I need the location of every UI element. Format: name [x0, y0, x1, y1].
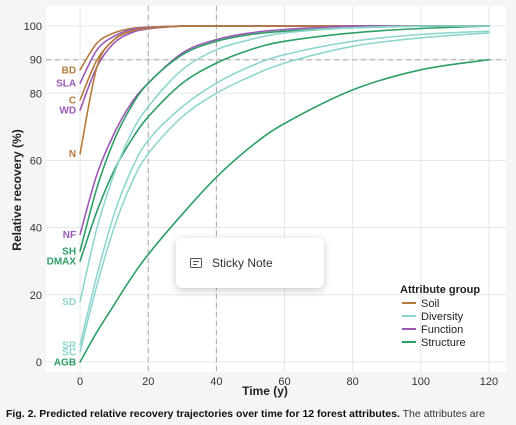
y-tick-label: 20 [30, 290, 42, 302]
sticky-note[interactable]: Sticky Note [176, 238, 324, 288]
y-axis-title: Relative recovery (%) [10, 129, 24, 250]
curve-label-bd: BD [62, 65, 76, 76]
curve-label-wd: WD [59, 106, 76, 117]
x-tick-label: 80 [347, 376, 359, 388]
y-tick-label: 60 [30, 155, 42, 167]
y-tick-label: 80 [30, 88, 42, 100]
x-tick-label: 0 [77, 376, 83, 388]
y-tick-label: 100 [24, 21, 42, 33]
y-tick-label: 0 [36, 357, 42, 369]
curve-label-agb: AGB [54, 357, 76, 368]
x-tick-label: 120 [480, 376, 498, 388]
legend-label-diversity: Diversity [421, 311, 464, 323]
legend-title: Attribute group [400, 284, 480, 296]
y-tick-label: 90 [30, 55, 42, 67]
legend-label-soil: Soil [421, 298, 439, 310]
curve-label-sla: SLA [56, 79, 76, 90]
x-axis-title: Time (y) [242, 384, 288, 398]
sticky-note-label: Sticky Note [212, 256, 273, 270]
curve-label-sd: SD [62, 297, 76, 308]
x-tick-label: 20 [142, 376, 154, 388]
note-icon [190, 258, 202, 268]
curve-label-dmax: DMAX [47, 257, 77, 268]
y-tick-label: 40 [30, 223, 42, 235]
legend-label-function: Function [421, 324, 463, 336]
curve-label-n: N [69, 149, 76, 160]
curve-label-nf: NF [63, 230, 76, 241]
caption-rest: The attributes are [400, 408, 485, 420]
figure-caption: Fig. 2. Predicted relative recovery traj… [6, 403, 516, 425]
caption-bold: Fig. 2. Predicted relative recovery traj… [6, 408, 400, 420]
legend-label-structure: Structure [421, 337, 466, 349]
x-tick-label: 100 [412, 376, 430, 388]
x-tick-label: 40 [210, 376, 222, 388]
